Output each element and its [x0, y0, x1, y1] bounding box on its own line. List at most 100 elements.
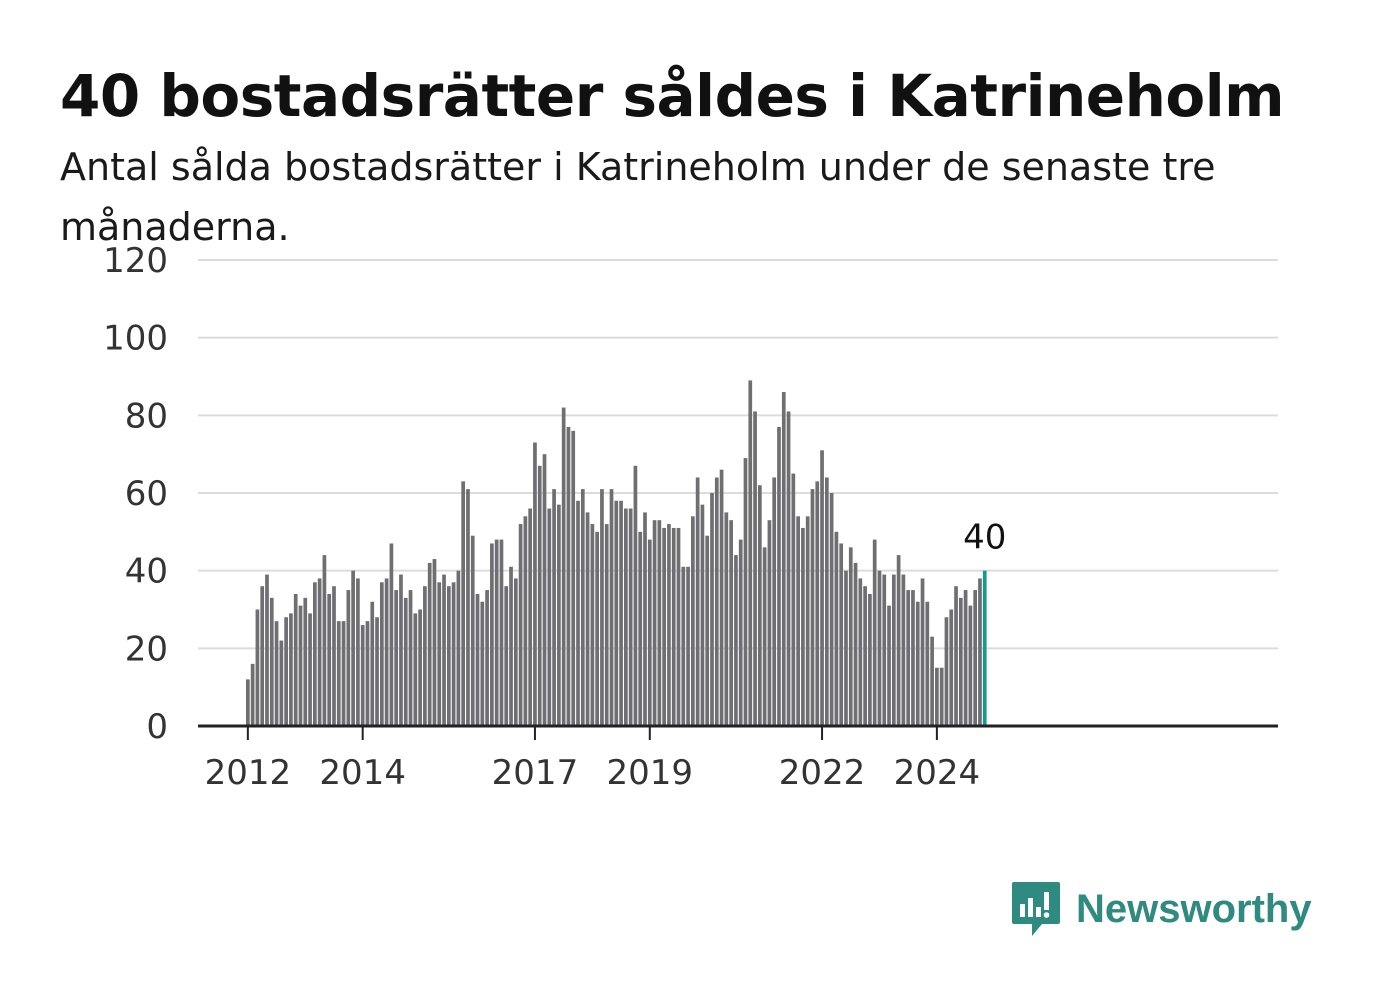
bar — [432, 559, 437, 726]
bar — [317, 578, 322, 726]
bar — [652, 520, 657, 726]
gridlines — [198, 259, 1278, 650]
bar — [762, 547, 767, 726]
bar — [667, 524, 671, 726]
bar — [920, 578, 925, 726]
bar — [394, 590, 399, 726]
bar — [255, 609, 260, 726]
bar — [250, 663, 255, 726]
bar — [523, 516, 528, 726]
bar — [289, 613, 293, 726]
bar — [863, 586, 867, 726]
bar — [930, 636, 934, 726]
bar — [868, 593, 872, 726]
bar — [915, 601, 920, 726]
x-tick-label: 2012 — [205, 753, 292, 793]
bar — [705, 535, 710, 726]
bar — [595, 531, 600, 726]
bar — [700, 504, 705, 726]
bar — [891, 574, 896, 726]
x-tick-label: 2024 — [894, 753, 981, 793]
bar — [403, 597, 408, 726]
bar — [580, 489, 585, 726]
bar — [356, 578, 360, 726]
bar — [824, 477, 829, 726]
bar — [571, 430, 576, 726]
bar — [246, 679, 250, 726]
bar — [671, 527, 676, 726]
bar — [853, 562, 858, 726]
bar — [542, 454, 547, 726]
bar — [935, 667, 939, 726]
bar — [279, 640, 284, 726]
bar — [738, 539, 743, 726]
bar — [772, 477, 777, 726]
bar — [303, 597, 308, 726]
bar — [973, 590, 978, 726]
bar — [370, 601, 375, 726]
bar — [829, 493, 834, 726]
bar — [413, 613, 418, 726]
bar — [504, 586, 509, 726]
bar — [686, 566, 690, 726]
bar — [427, 562, 432, 726]
chart-subtitle: Antal sålda bostadsrätter i Katrineholm … — [60, 145, 1216, 249]
bar — [743, 458, 748, 726]
bar — [834, 531, 839, 726]
bar — [719, 469, 724, 726]
bar — [954, 586, 958, 726]
y-tick-label: 20 — [125, 629, 168, 669]
brand-logo: Newsworthy — [1010, 880, 1312, 938]
bar — [729, 520, 733, 726]
bar — [365, 621, 370, 726]
bar — [810, 489, 815, 726]
bar — [557, 504, 561, 726]
bar — [757, 485, 762, 726]
x-tick-label: 2019 — [607, 753, 694, 793]
bar — [781, 392, 786, 726]
bar — [260, 586, 265, 726]
bar — [537, 465, 542, 726]
bar — [734, 555, 738, 726]
bar — [911, 590, 915, 726]
bar — [844, 570, 848, 726]
x-axis-ticks: 2012 2014 2017 2019 2022 2024 — [205, 726, 981, 793]
bar — [925, 601, 930, 726]
bar — [470, 535, 475, 726]
bar — [351, 570, 355, 726]
bar — [293, 593, 298, 726]
chart-title: 40 bostadsrätter såldes i Katrineholm — [60, 62, 1285, 130]
y-tick-label: 80 — [125, 396, 168, 436]
bar — [724, 512, 729, 726]
bar — [963, 590, 968, 726]
bar — [423, 586, 427, 726]
bar — [600, 489, 604, 726]
bar — [786, 411, 791, 726]
bar — [978, 578, 982, 726]
bar — [628, 508, 633, 726]
bar — [312, 582, 317, 726]
bar — [958, 597, 963, 726]
bar-latest — [982, 570, 987, 726]
bars — [246, 380, 987, 726]
brand-name: Newsworthy — [1076, 886, 1312, 931]
bar — [513, 578, 518, 726]
x-tick-label: 2017 — [492, 753, 579, 793]
bar — [695, 477, 700, 726]
bar — [442, 574, 446, 726]
bar — [446, 586, 451, 726]
bar — [647, 539, 652, 726]
bar — [561, 407, 566, 726]
y-tick-label: 40 — [125, 552, 168, 592]
bar — [375, 617, 379, 726]
bar — [284, 617, 288, 726]
bar — [298, 605, 303, 726]
bar — [638, 531, 643, 726]
bar-chart: 0 20 40 60 80 100 120 2012 2014 2017 2019 2022 2024… — [103, 241, 1278, 793]
bar — [576, 500, 580, 726]
bar — [322, 555, 327, 726]
bar — [767, 520, 772, 726]
bar — [949, 609, 954, 726]
last-value-annotation: 40 — [963, 518, 1006, 558]
bar — [466, 489, 470, 726]
